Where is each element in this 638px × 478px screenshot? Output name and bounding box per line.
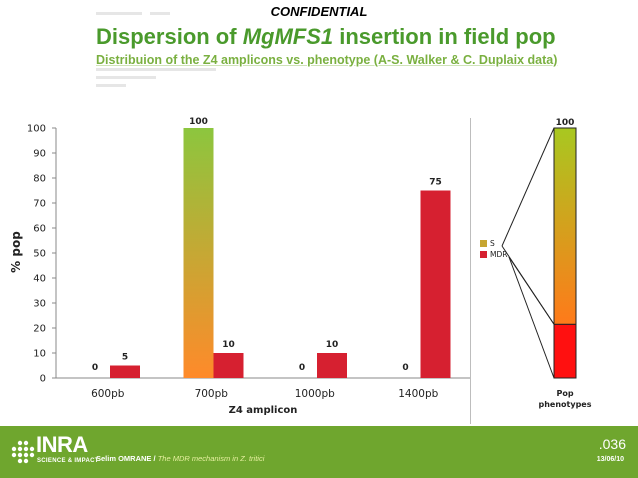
bars bbox=[110, 128, 451, 378]
y-tick-label: 30 bbox=[33, 299, 46, 310]
decor-line bbox=[96, 68, 216, 71]
y-tick-label: 100 bbox=[27, 124, 46, 135]
bar-mdr bbox=[110, 365, 140, 378]
x-tick-label: 1000pb bbox=[295, 388, 335, 400]
decor-line bbox=[150, 12, 170, 15]
logo-text: INRA bbox=[36, 432, 88, 457]
data-label-mdr: 75 bbox=[429, 178, 442, 188]
legend-label: S bbox=[490, 239, 495, 248]
data-label-mdr: 10 bbox=[222, 340, 235, 350]
confidential-label: CONFIDENTIAL bbox=[270, 4, 368, 19]
y-tick-label: 80 bbox=[33, 174, 46, 185]
pop-bar-s bbox=[553, 127, 577, 325]
legend: S MDR bbox=[480, 239, 507, 259]
title-gene: MgMFS1 bbox=[242, 24, 334, 49]
slide-number: .036 bbox=[598, 436, 626, 452]
decor-line bbox=[96, 12, 142, 15]
y-tick-label: 40 bbox=[33, 274, 46, 285]
x-tick-label: 1400pb bbox=[398, 388, 438, 400]
bar-s bbox=[183, 128, 214, 378]
author-name: Selim OMRANE bbox=[96, 454, 152, 463]
data-label-mdr: 10 bbox=[326, 340, 339, 350]
footer-date: 13/06/10 bbox=[596, 456, 624, 463]
data-label-s: 100 bbox=[189, 117, 208, 127]
y-tick-label: 10 bbox=[33, 349, 46, 360]
pop-x-label: phenotypes bbox=[539, 400, 592, 409]
legend-swatch bbox=[480, 251, 487, 258]
title-prefix: Dispersion of bbox=[96, 24, 243, 49]
legend-swatch bbox=[480, 240, 487, 247]
x-tick-label: 600pb bbox=[91, 388, 125, 400]
y-axis-label: % pop bbox=[9, 231, 23, 273]
legend-label: MDR bbox=[490, 250, 507, 259]
y-tick-label: 60 bbox=[33, 224, 46, 235]
decor-line bbox=[96, 84, 126, 87]
connector-line bbox=[508, 256, 555, 379]
data-label-mdr: 5 bbox=[122, 353, 128, 363]
connector-lines bbox=[501, 127, 555, 379]
connector-line bbox=[508, 256, 555, 325]
connector-line bbox=[501, 127, 555, 247]
data-label-s: 0 bbox=[402, 363, 408, 373]
population-panel bbox=[470, 118, 629, 424]
page-subtitle: Distribuion of the Z4 amplicons vs. phen… bbox=[96, 53, 558, 67]
pop-bar-mdr bbox=[553, 323, 577, 379]
y-tick-label: 70 bbox=[33, 199, 46, 210]
footer-credit: Selim OMRANE / The MDR mechanism in Z. t… bbox=[96, 454, 264, 463]
title-suffix: insertion in field pop bbox=[333, 24, 556, 49]
credit-separator: / bbox=[151, 454, 158, 463]
bar-mdr bbox=[213, 353, 244, 378]
y-tick-label: 90 bbox=[33, 149, 46, 160]
page-title: Dispersion of MgMFS1 insertion in field … bbox=[96, 24, 556, 50]
population-bar: 100 Pop phenotypes bbox=[539, 118, 592, 409]
x-axis-label: Z4 amplicon bbox=[229, 405, 298, 416]
y-tick-label: 20 bbox=[33, 324, 46, 335]
bar-mdr bbox=[420, 190, 451, 378]
y-tick-label: 0 bbox=[40, 374, 46, 385]
x-axis: 600pb 700pb 1000pb 1400pb bbox=[91, 388, 439, 400]
data-label-s: 0 bbox=[92, 363, 98, 373]
inra-logo-icon bbox=[11, 440, 35, 464]
logo-tagline: SCIENCE & IMPACT bbox=[37, 458, 99, 464]
footer-bar bbox=[0, 426, 638, 478]
x-tick-label: 700pb bbox=[195, 388, 229, 400]
pop-x-label: Pop bbox=[556, 389, 573, 398]
y-tick-label: 50 bbox=[33, 249, 46, 260]
data-label-s: 0 bbox=[299, 363, 305, 373]
pop-total-label: 100 bbox=[556, 118, 575, 128]
decor-line bbox=[96, 76, 156, 79]
bar-mdr bbox=[317, 353, 347, 378]
presentation-topic: The MDR mechanism in Z. tritici bbox=[157, 454, 265, 463]
